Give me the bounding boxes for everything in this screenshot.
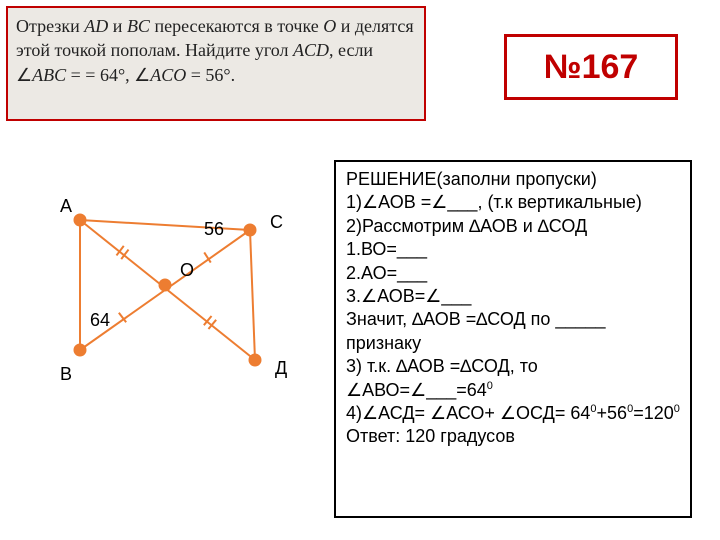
solution-box: РЕШЕНИЕ(заполни пропуски)1)∠АОВ =∠___, (… (334, 160, 692, 518)
svg-text:В: В (60, 364, 72, 384)
diagram-svg: А В С Д О 56 64 (30, 180, 320, 410)
svg-text:64: 64 (90, 310, 110, 330)
problem-text: Отрезки AD и BC пересекаются в точке O и… (16, 16, 414, 85)
geometry-diagram: А В С Д О 56 64 (30, 180, 320, 410)
solution-text: РЕШЕНИЕ(заполни пропуски)1)∠АОВ =∠___, (… (346, 168, 680, 449)
svg-text:С: С (270, 212, 283, 232)
problem-statement: Отрезки AD и BC пересекаются в точке O и… (6, 6, 426, 121)
svg-text:56: 56 (204, 219, 224, 239)
problem-number-box: №167 (504, 34, 678, 100)
svg-text:Д: Д (275, 358, 287, 378)
svg-text:А: А (60, 196, 72, 216)
problem-number: №167 (544, 48, 639, 87)
svg-text:О: О (180, 260, 194, 280)
